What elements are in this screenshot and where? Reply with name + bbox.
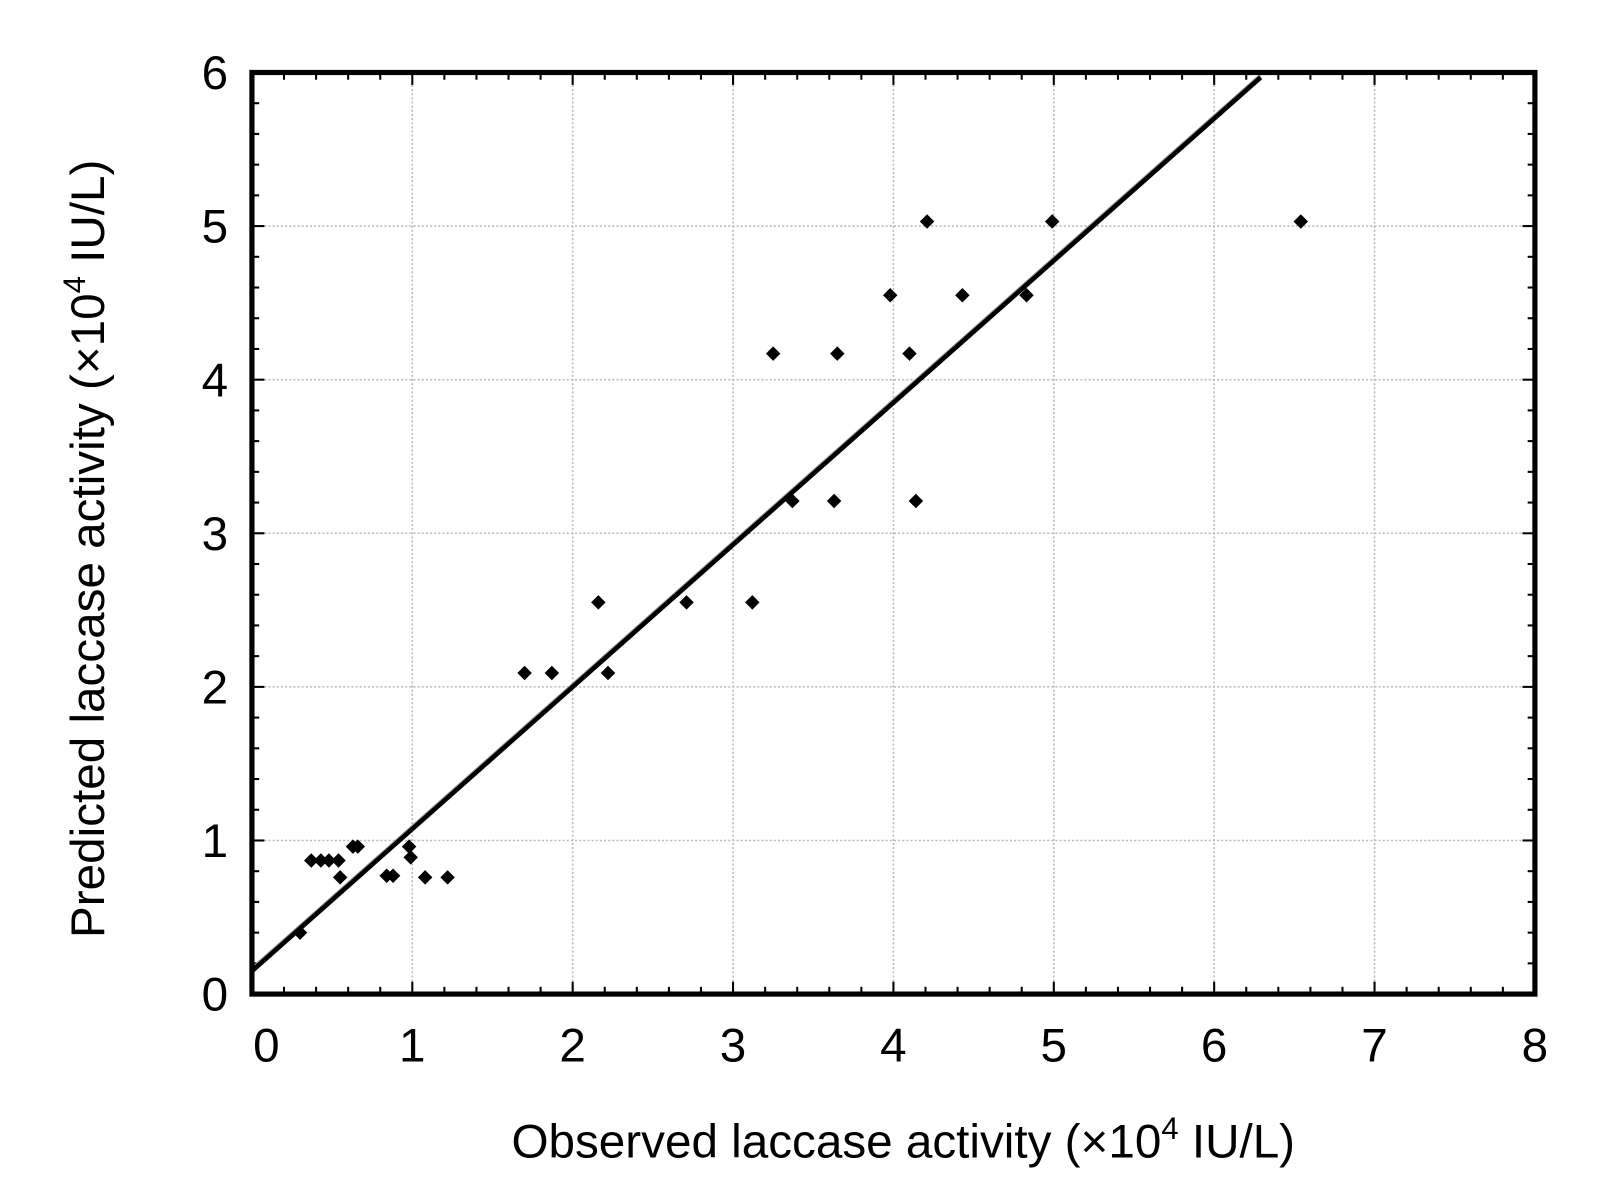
data-point (785, 493, 800, 509)
y-tick-label: 0 (202, 969, 229, 1022)
x-tick-label: 2 (559, 1019, 586, 1072)
data-point (830, 346, 845, 361)
data-point (882, 287, 898, 303)
data-point (440, 870, 455, 885)
y-tick-label: 5 (202, 201, 229, 254)
data-point (544, 665, 560, 681)
x-tick-label: 8 (1522, 1019, 1549, 1072)
data-point (1293, 214, 1309, 229)
data-point (292, 925, 308, 940)
x-tick-label: 3 (720, 1019, 747, 1072)
data-point (679, 595, 694, 610)
data-point (332, 870, 348, 885)
data-point (765, 346, 781, 361)
plot-frame (249, 69, 1538, 997)
y-tick-label: 4 (202, 354, 229, 407)
data-point (350, 839, 366, 854)
data-point (826, 493, 842, 509)
data-point (321, 853, 337, 868)
fit-line (250, 75, 1263, 973)
data-point (745, 595, 760, 610)
x-tick-label: 5 (1041, 1019, 1068, 1072)
data-point (331, 853, 346, 868)
grid (251, 72, 1535, 995)
data-point (417, 870, 433, 885)
data-point (517, 665, 532, 681)
data-point (401, 839, 417, 854)
data-point (385, 868, 401, 884)
x-tick-label: 1 (399, 1019, 426, 1072)
data-point (919, 214, 935, 229)
data-point (902, 346, 917, 361)
y-tick-label: 1 (202, 815, 229, 868)
y-tick-labels: 0 1 2 3 4 5 6 (202, 47, 229, 1022)
x-axis-label: Observed laccase activity (×104 IU/L) (511, 1111, 1295, 1169)
data-point (1044, 214, 1060, 229)
data-points (292, 214, 1309, 940)
data-point (908, 493, 924, 509)
x-tick-label: 7 (1361, 1019, 1388, 1072)
data-point (313, 853, 329, 868)
data-point (955, 287, 970, 303)
data-point (591, 595, 606, 610)
data-point (1019, 287, 1034, 303)
x-tick-label: 6 (1201, 1019, 1228, 1072)
data-point (600, 665, 616, 681)
fit-lines (250, 73, 1263, 973)
data-point (403, 850, 418, 865)
data-point (304, 853, 319, 868)
y-tick-label: 3 (202, 508, 229, 561)
y-tick-label: 6 (202, 47, 229, 100)
y-axis-label: Predicted laccase activity (×104 IU/L) (57, 160, 115, 938)
x-tick-label: 4 (880, 1019, 907, 1072)
x-tick-labels: 0 1 2 3 4 5 6 7 8 (253, 1019, 1548, 1072)
x-tick-label: 0 (253, 1019, 280, 1072)
y-tick-label: 2 (202, 661, 229, 714)
